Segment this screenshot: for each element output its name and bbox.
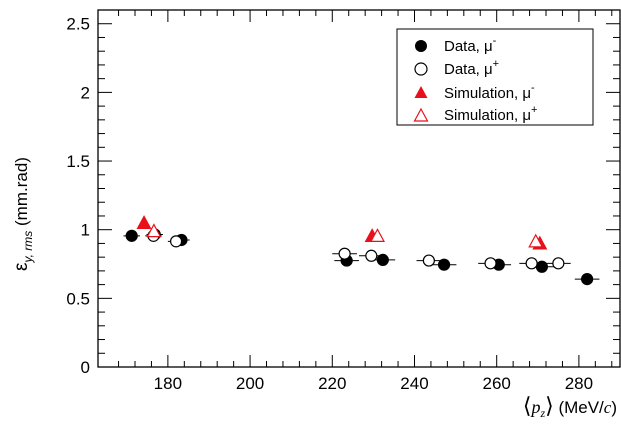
data-point-open-circle (484, 257, 497, 270)
data-point-filled-circle (125, 229, 138, 242)
legend-label: Simulation, μ- (444, 82, 535, 102)
legend-label-sup: - (493, 35, 497, 47)
x-tick-label: 240 (400, 374, 428, 393)
x-tick-label: 260 (483, 374, 511, 393)
legend-label-main: Simulation, μ (444, 85, 531, 102)
legend-marker-filled-triangle (414, 86, 428, 98)
y-axis-subscript: y, rms (21, 231, 35, 264)
y-tick-label: 2 (81, 83, 90, 102)
plot-frame (97, 9, 621, 368)
y-tick-label: 0 (81, 358, 90, 377)
sim-point-open-triangle (369, 228, 386, 242)
x-axis-title: ⟨pz⟩ (MeV/c) (523, 393, 617, 420)
sim-point-filled-triangle (136, 215, 152, 229)
x-tick-label: 220 (318, 374, 346, 393)
legend-entry-sim-mu-minus: Simulation, μ- (414, 82, 535, 102)
sim-point-open-triangle (528, 233, 544, 248)
y-axis-unit: (mm.rad) (12, 157, 31, 231)
axis-ticks (98, 9, 620, 368)
legend-label-main: Data, μ (444, 61, 493, 78)
y-tick-label: 1 (81, 221, 90, 240)
data-point-filled-circle (581, 273, 594, 286)
data-point-open-circle (525, 257, 538, 270)
data-point-open-circle (169, 235, 183, 248)
y-tick-label: 1.5 (66, 152, 90, 171)
data-point-open-circle (552, 257, 565, 270)
x-tick-label: 200 (236, 374, 264, 393)
data-point-open-circle (365, 249, 378, 262)
x-tick-label: 180 (154, 374, 182, 393)
legend-label-sup: - (531, 82, 535, 94)
y-tick-label: 2.5 (66, 15, 90, 34)
data-point-open-circle (422, 254, 435, 267)
series-1 (145, 229, 571, 270)
legend-label: Data, μ+ (444, 58, 499, 78)
legend-marker-open-circle (414, 62, 428, 76)
data-point-filled-circle (376, 253, 389, 266)
legend-label-sup: + (531, 104, 537, 116)
series-0 (123, 228, 600, 286)
series-2 (136, 215, 548, 250)
x-axis-unit-c: c (604, 398, 612, 417)
x-axis-subscript: z (539, 406, 545, 420)
legend-marker-open-triangle (413, 107, 429, 122)
legend-entry-data-mu-minus: Data, μ- (415, 35, 497, 55)
x-tick-label: 280 (565, 374, 593, 393)
x-axis-bracket-close: ⟩ (545, 393, 554, 418)
series-3 (146, 223, 544, 248)
data-points (123, 215, 600, 286)
data-point-filled-circle (437, 258, 451, 271)
data-point-open-circle (338, 247, 351, 260)
legend-entry-data-mu-plus: Data, μ+ (414, 58, 499, 78)
legend-entry-sim-mu-plus: Simulation, μ+ (413, 104, 537, 124)
legend-label-main: Data, μ (444, 38, 493, 55)
legend-label: Simulation, μ+ (444, 104, 537, 124)
sim-point-open-triangle (146, 223, 162, 238)
y-axis-title: εy, rms (mm.rad) (11, 157, 35, 271)
y-axis-symbol: ε (11, 262, 32, 271)
legend-label-sup: + (493, 58, 499, 70)
legend: Data, μ- Data, μ+ Simulation, μ- Simulat… (396, 28, 594, 126)
x-axis-bracket-open: ⟨ (523, 393, 532, 418)
legend-box (396, 28, 594, 126)
legend-label-main: Simulation, μ (444, 107, 531, 124)
y-tick-label: 0.5 (66, 289, 90, 308)
legend-marker-filled-circle (415, 40, 427, 52)
x-axis-unit-close: ) (611, 398, 617, 417)
legend-label: Data, μ- (444, 35, 497, 55)
x-axis-unit: (MeV/ (554, 398, 604, 417)
tick-labels: 180 200 220 240 260 280 0 0.5 1 1.5 2 2.5 (66, 15, 593, 393)
x-axis-variable: p (529, 397, 540, 417)
